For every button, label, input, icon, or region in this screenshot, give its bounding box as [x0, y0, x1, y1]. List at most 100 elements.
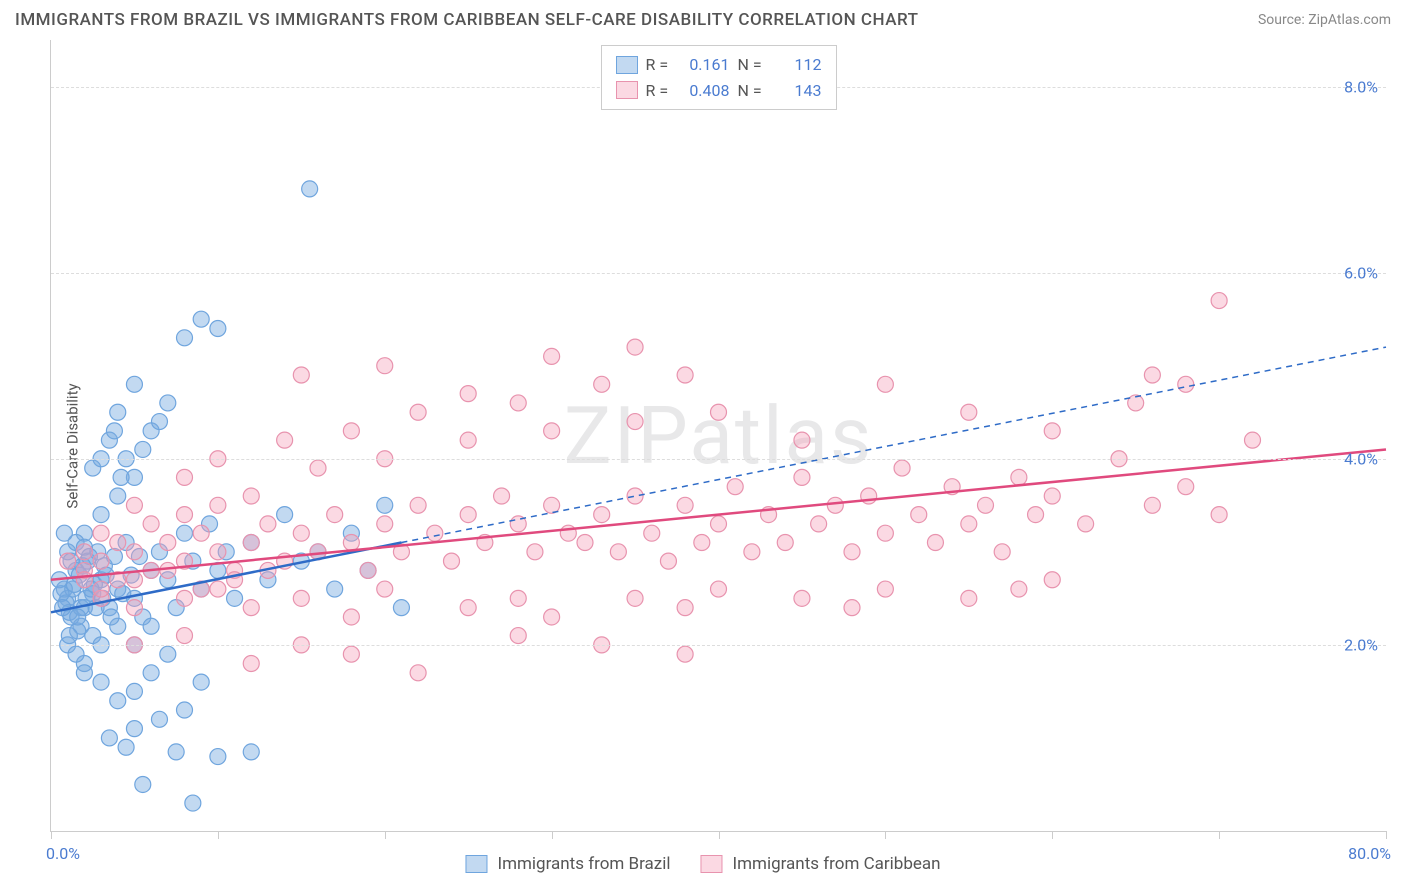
r-value: 0.408	[682, 78, 730, 104]
scatter-point	[193, 311, 209, 327]
scatter-point	[143, 516, 159, 532]
scatter-point	[93, 674, 109, 690]
scatter-point	[961, 516, 977, 532]
scatter-point	[177, 590, 193, 606]
scatter-point	[126, 572, 142, 588]
scatter-point	[60, 553, 76, 569]
x-axis-min-label: 0.0%	[46, 844, 80, 863]
x-tick	[385, 831, 386, 839]
n-value: 112	[774, 52, 822, 78]
scatter-point	[494, 488, 510, 504]
scatter-point	[627, 488, 643, 504]
scatter-point	[377, 358, 393, 374]
scatter-point	[377, 581, 393, 597]
scatter-point	[76, 572, 92, 588]
scatter-point	[727, 479, 743, 495]
legend-swatch	[616, 56, 638, 74]
scatter-point	[794, 432, 810, 448]
scatter-point	[126, 497, 142, 513]
scatter-point	[410, 497, 426, 513]
scatter-point	[193, 525, 209, 541]
scatter-point	[210, 544, 226, 560]
scatter-point	[327, 581, 343, 597]
source-site: ZipAtlas.com	[1308, 12, 1391, 28]
scatter-point	[76, 544, 92, 560]
x-tick	[218, 831, 219, 839]
scatter-point	[627, 339, 643, 355]
scatter-point	[777, 535, 793, 551]
scatter-point	[544, 348, 560, 364]
scatter-point	[118, 739, 134, 755]
r-label: R =	[646, 78, 674, 104]
scatter-point	[101, 730, 117, 746]
scatter-point	[93, 507, 109, 523]
scatter-point	[110, 488, 126, 504]
scatter-point	[594, 507, 610, 523]
series-legend-item: Immigrants from Brazil	[465, 854, 670, 874]
x-tick	[51, 831, 52, 839]
scatter-point	[694, 535, 710, 551]
scatter-point	[1044, 423, 1060, 439]
scatter-point	[343, 423, 359, 439]
scatter-point	[994, 544, 1010, 560]
n-label: N =	[738, 52, 766, 78]
scatter-point	[677, 600, 693, 616]
scatter-point	[135, 441, 151, 457]
scatter-point	[961, 590, 977, 606]
scatter-point	[978, 497, 994, 513]
scatter-point	[794, 590, 810, 606]
y-tick-label: 4.0%	[1344, 449, 1378, 468]
scatter-point	[151, 711, 167, 727]
r-label: R =	[646, 52, 674, 78]
scatter-point	[1178, 479, 1194, 495]
series-legend: Immigrants from Brazil Immigrants from Ca…	[465, 854, 940, 874]
scatter-point	[293, 367, 309, 383]
scatter-point	[677, 646, 693, 662]
scatter-point	[293, 525, 309, 541]
scatter-point	[277, 432, 293, 448]
scatter-point	[160, 535, 176, 551]
scatter-point	[644, 525, 660, 541]
r-value: 0.161	[682, 52, 730, 78]
scatter-point	[160, 395, 176, 411]
scatter-point	[103, 609, 119, 625]
scatter-point	[961, 404, 977, 420]
scatter-point	[143, 618, 159, 634]
y-tick-label: 8.0%	[1344, 77, 1378, 96]
scatter-point	[243, 600, 259, 616]
scatter-point	[1211, 293, 1227, 309]
legend-swatch	[616, 81, 638, 99]
scatter-point	[243, 488, 259, 504]
plot-canvas	[51, 40, 1386, 831]
scatter-point	[227, 590, 243, 606]
scatter-point	[711, 516, 727, 532]
x-tick	[1052, 831, 1053, 839]
scatter-point	[210, 320, 226, 336]
scatter-point	[1044, 488, 1060, 504]
scatter-point	[393, 600, 409, 616]
scatter-point	[510, 628, 526, 644]
scatter-point	[594, 376, 610, 392]
scatter-point	[302, 181, 318, 197]
scatter-point	[61, 628, 77, 644]
scatter-point	[126, 721, 142, 737]
scatter-point	[410, 404, 426, 420]
scatter-point	[343, 646, 359, 662]
scatter-point	[877, 525, 893, 541]
scatter-point	[427, 525, 443, 541]
x-tick	[719, 831, 720, 839]
series-name: Immigrants from Caribbean	[733, 854, 941, 874]
scatter-point	[544, 609, 560, 625]
scatter-point	[93, 553, 109, 569]
scatter-point	[877, 376, 893, 392]
scatter-point	[360, 562, 376, 578]
scatter-point	[744, 544, 760, 560]
scatter-point	[1011, 469, 1027, 485]
scatter-point	[177, 469, 193, 485]
legend-swatch	[465, 855, 487, 873]
scatter-point	[185, 795, 201, 811]
scatter-point	[660, 553, 676, 569]
x-tick	[552, 831, 553, 839]
x-tick	[885, 831, 886, 839]
scatter-point	[68, 646, 84, 662]
